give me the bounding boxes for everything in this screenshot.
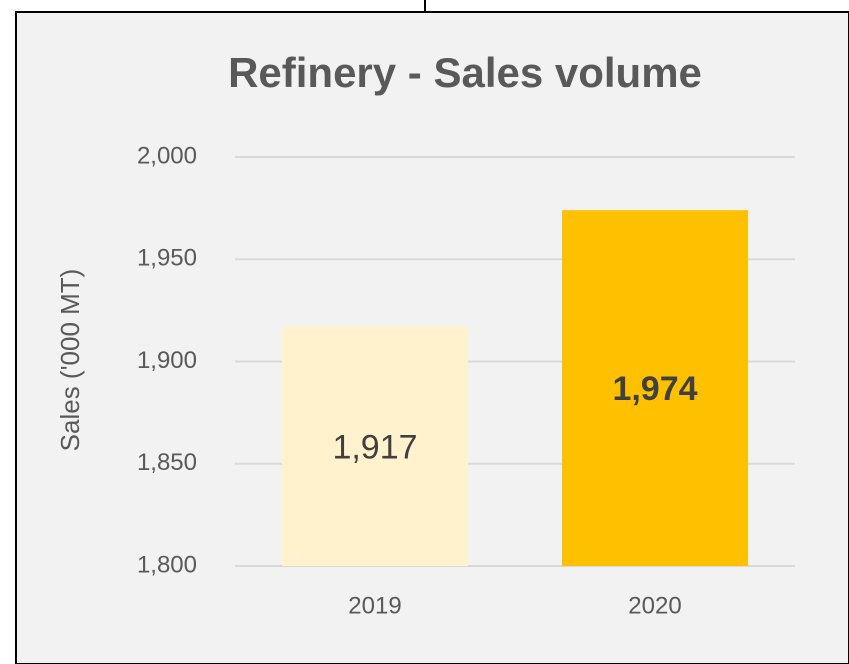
y-tick-label: 1,850	[137, 449, 197, 476]
y-tick-label: 2,000	[137, 142, 197, 169]
y-tick-label: 1,800	[137, 551, 197, 578]
data-label: 1,974	[612, 370, 697, 408]
y-axis-label: Sales ('000 MT)	[55, 269, 85, 452]
x-tick-label: 2020	[628, 592, 681, 619]
bar	[562, 210, 748, 567]
x-tick-label: 2019	[348, 592, 401, 619]
y-tick-label: 1,900	[137, 347, 197, 374]
y-tick-label: 1,950	[137, 245, 197, 272]
bar	[282, 326, 468, 566]
chart-title: Refinery - Sales volume	[228, 49, 702, 96]
data-label: 1,917	[332, 428, 417, 466]
